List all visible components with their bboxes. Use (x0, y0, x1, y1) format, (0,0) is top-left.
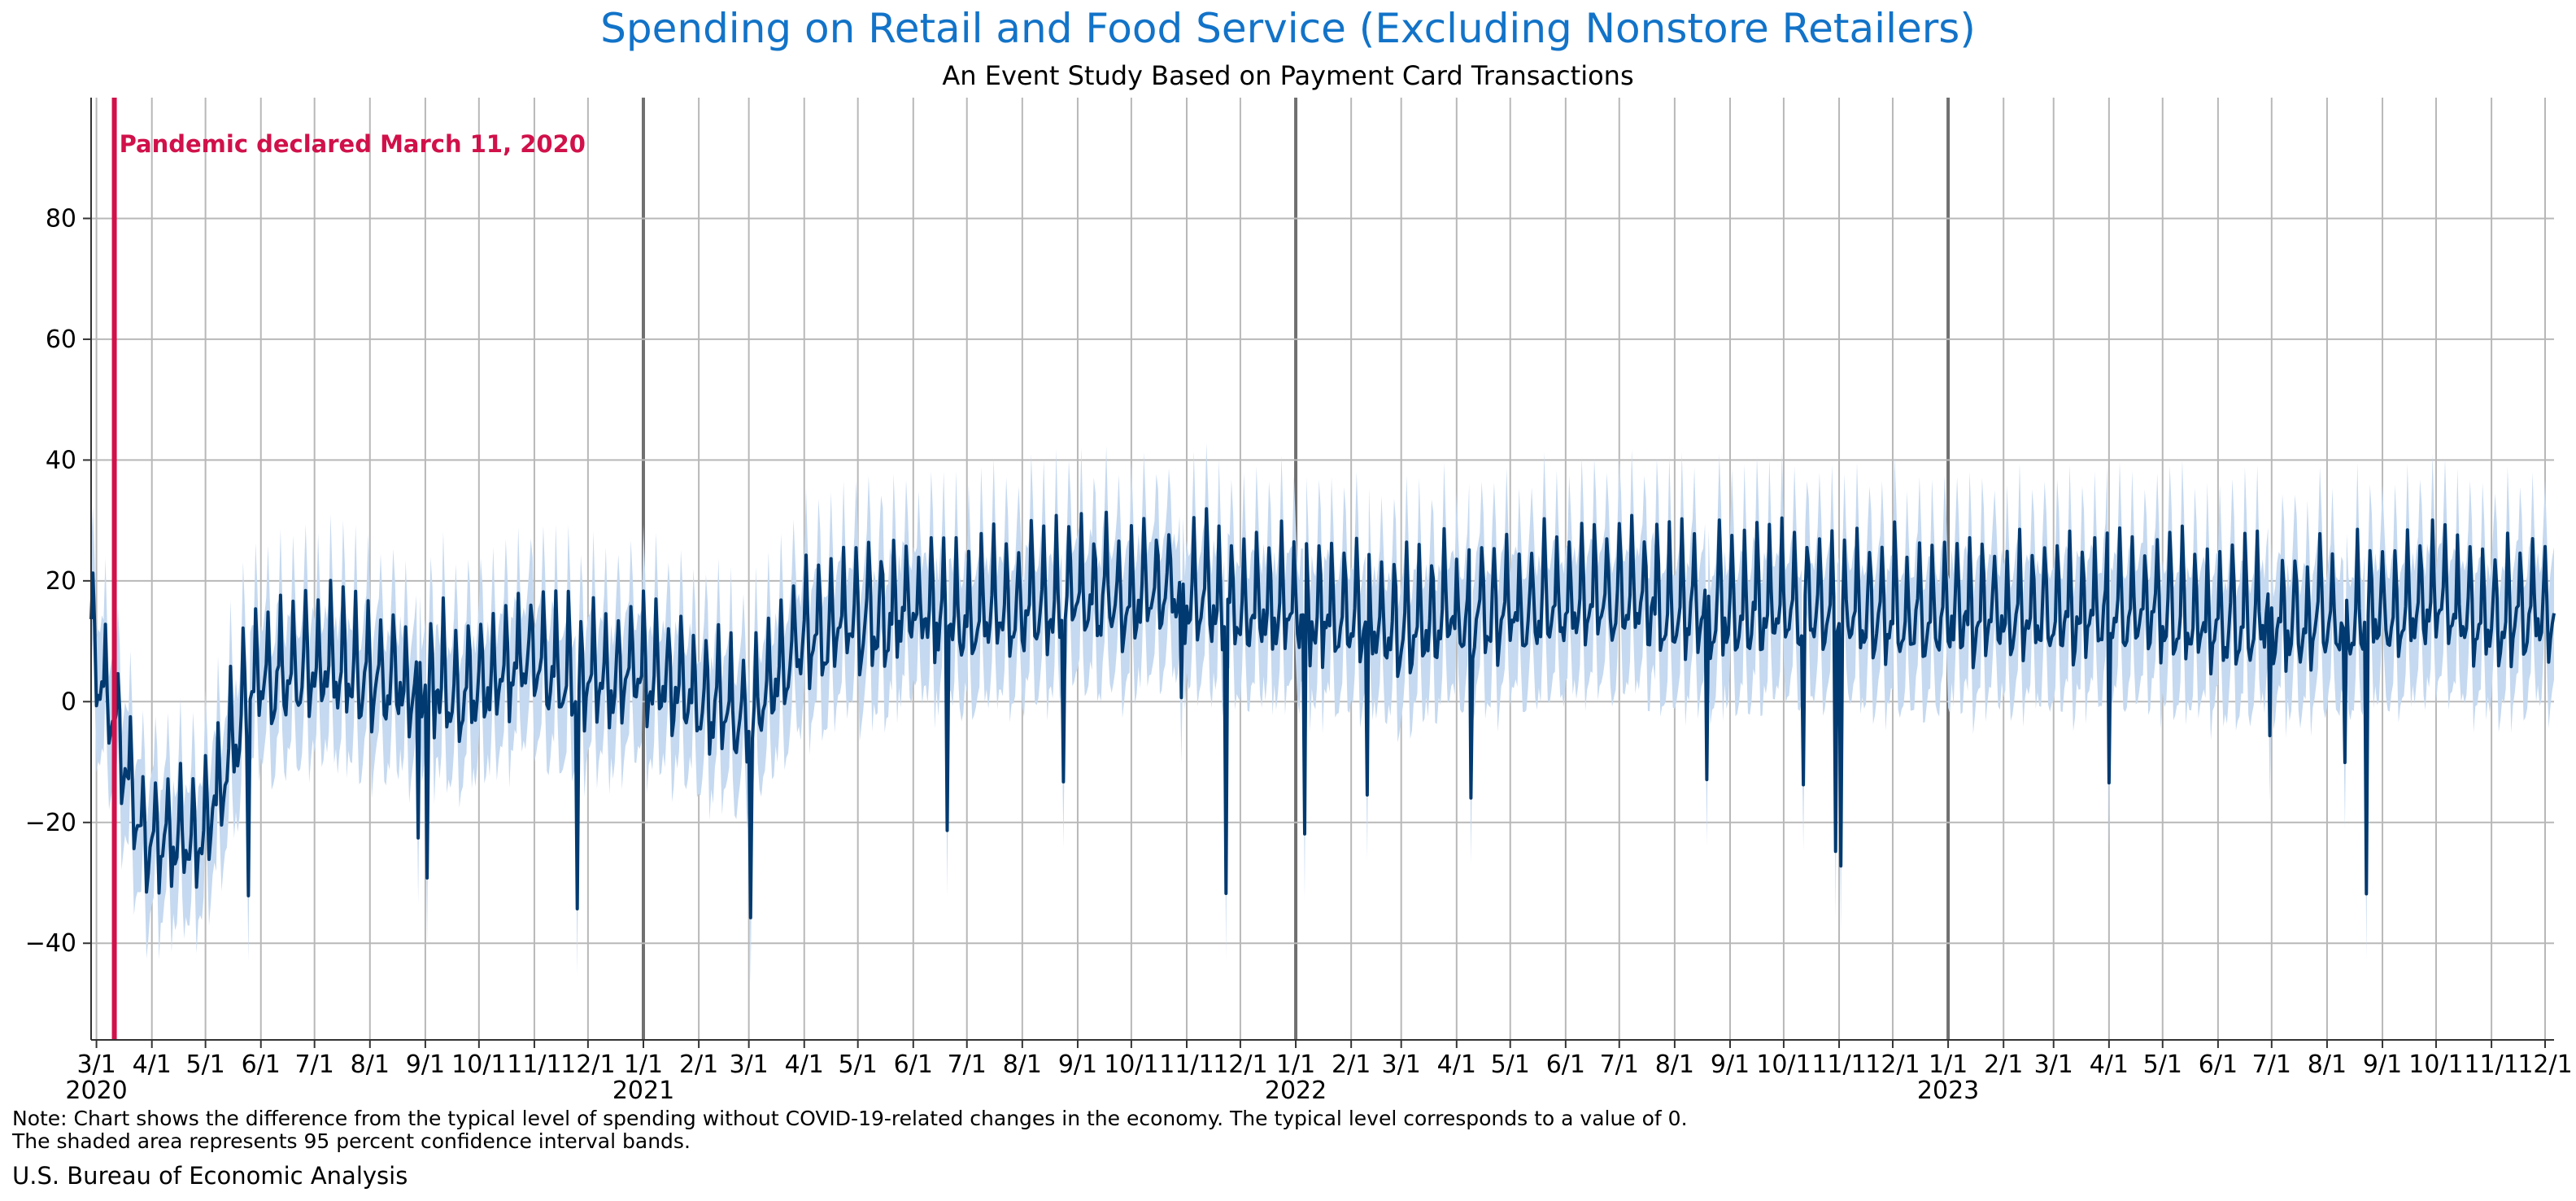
x-year-label: 2020 (65, 1077, 127, 1105)
x-tick-label: 7/1 (1600, 1050, 1639, 1079)
x-tick-label: 5/1 (1491, 1050, 1530, 1079)
x-tick-label: 1/1 (1929, 1050, 1968, 1079)
x-tick-label: 11/1 (2464, 1050, 2518, 1079)
x-tick-label: 4/1 (2090, 1050, 2129, 1079)
x-tick-label: 12/1 (1865, 1050, 1920, 1079)
x-tick-label: 3/1 (2034, 1050, 2073, 1079)
x-tick-label: 7/1 (295, 1050, 334, 1079)
x-tick-label: 1/1 (624, 1050, 663, 1079)
x-tick-label: 10/1 (451, 1050, 506, 1079)
x-tick-label: 11/1 (507, 1050, 561, 1079)
x-tick-label: 5/1 (185, 1050, 224, 1079)
x-tick-label: 11/1 (1159, 1050, 1214, 1079)
x-tick-label: 12/1 (1213, 1050, 1267, 1079)
x-tick-label: 8/1 (2308, 1050, 2347, 1079)
chart-title: Spending on Retail and Food Service (Exc… (600, 5, 1976, 52)
x-tick-label: 9/1 (2363, 1050, 2402, 1079)
x-tick-label: 12/1 (560, 1050, 615, 1079)
confidence-band (91, 442, 2554, 985)
y-tick-label: 40 (46, 446, 76, 474)
x-tick-label: 9/1 (406, 1050, 445, 1079)
x-tick-label: 1/1 (1276, 1050, 1315, 1079)
x-tick-label: 8/1 (1003, 1050, 1042, 1079)
x-tick-label: 12/1 (2517, 1050, 2572, 1079)
x-tick-label: 6/1 (1546, 1050, 1585, 1079)
y-tick-label: 20 (46, 567, 76, 596)
x-tick-label: 4/1 (1437, 1050, 1476, 1079)
chart-subtitle: An Event Study Based on Payment Card Tra… (942, 60, 1634, 91)
pandemic-annotation-label: Pandemic declared March 11, 2020 (120, 130, 586, 158)
x-tick-label: 5/1 (839, 1050, 878, 1079)
note-line-2: The shaded area represents 95 percent co… (12, 1129, 691, 1153)
x-tick-label: 3/1 (729, 1050, 768, 1079)
x-tick-label: 5/1 (2143, 1050, 2182, 1079)
x-tick-label: 8/1 (351, 1050, 390, 1079)
series-line-layer (89, 507, 2556, 919)
x-tick-label: 10/1 (1756, 1050, 1811, 1079)
x-tick-label: 2/1 (1984, 1050, 2023, 1079)
spending-series-line (89, 507, 2556, 919)
axis-layer: 3/1 4/1 5/1 6/1 7/1 8/1 9/1 10/1 11/112/1 1/1 2/1 3… (25, 98, 2573, 1105)
x-tick-label: 3/1 (1382, 1050, 1421, 1079)
x-tick-label: 6/1 (242, 1050, 281, 1079)
y-tick-label: 80 (46, 204, 76, 233)
y-tick-label: 0 (61, 688, 76, 716)
y-tick-label: −20 (25, 809, 76, 837)
x-tick-label: 6/1 (2199, 1050, 2238, 1079)
x-tick-label: 4/1 (785, 1050, 824, 1079)
x-tick-label: 7/1 (948, 1050, 987, 1079)
grid-layer (91, 98, 2554, 1040)
x-year-label: 2022 (1265, 1077, 1327, 1105)
x-tick-label: 6/1 (894, 1050, 933, 1079)
annotation-layer: Pandemic declared March 11, 2020 (111, 98, 586, 1040)
x-year-label: 2021 (612, 1077, 674, 1105)
source-label: U.S. Bureau of Economic Analysis (12, 1162, 408, 1190)
x-tick-label: 7/1 (2252, 1050, 2291, 1079)
x-tick-label: 9/1 (1058, 1050, 1097, 1079)
x-year-label: 2023 (1917, 1077, 1979, 1105)
x-tick-label: 11/1 (1811, 1050, 1866, 1079)
y-tick-label: −40 (25, 929, 76, 958)
x-tick-label: 2/1 (1332, 1050, 1371, 1079)
x-tick-label: 9/1 (1711, 1050, 1750, 1079)
x-tick-label: 3/1 (76, 1050, 116, 1079)
x-tick-label: 10/1 (1104, 1050, 1158, 1079)
x-tick-label: 8/1 (1655, 1050, 1694, 1079)
note-line-1: Note: Chart shows the difference from th… (12, 1107, 1688, 1130)
y-tick-label: 60 (46, 325, 76, 354)
x-tick-label: 4/1 (133, 1050, 172, 1079)
x-tick-label: 10/1 (2408, 1050, 2463, 1079)
confidence-band-layer (91, 442, 2554, 985)
x-tick-label: 2/1 (679, 1050, 718, 1079)
